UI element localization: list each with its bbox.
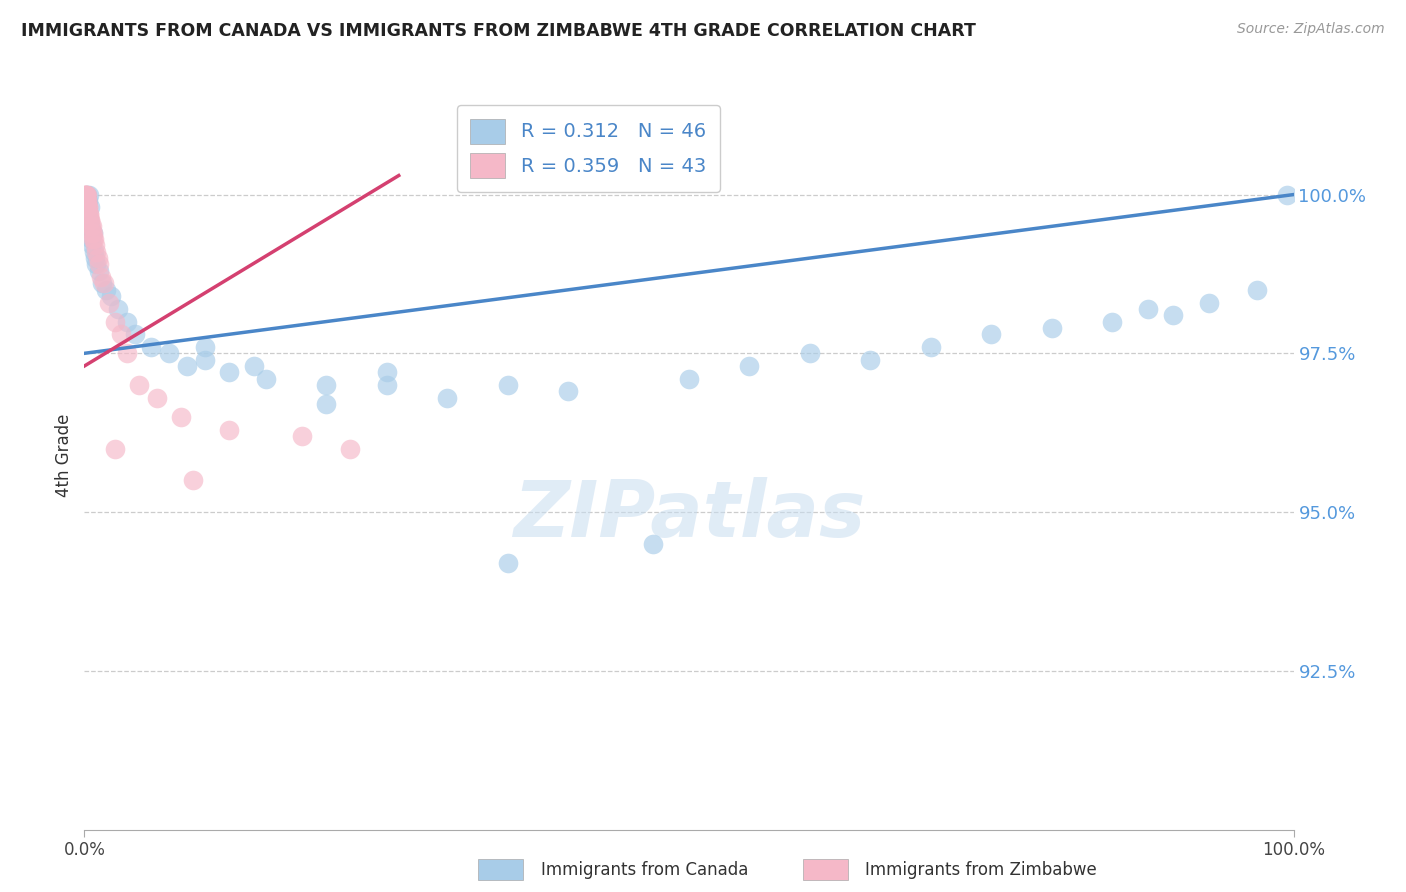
Point [82,226,104,240]
Point [79,200,101,214]
Point [76,187,98,202]
Point [218,365,240,379]
Point [110,327,132,342]
Point [76,206,98,220]
Point [1137,301,1160,316]
Point [194,352,217,367]
Point [73,187,96,202]
Point [181,473,204,487]
Point [75,219,97,234]
Point [77,213,100,227]
Point [77,206,100,220]
Point [104,442,127,456]
Point [104,315,127,329]
Point [157,346,180,360]
Point [107,301,129,316]
Point [254,372,277,386]
Point [100,289,122,303]
Point [678,372,700,386]
Point [75,187,97,202]
Point [84,251,107,265]
Point [641,537,664,551]
Point [80,219,103,234]
Point [115,346,138,360]
Point [339,442,361,456]
Point [76,194,98,208]
Point [1277,187,1299,202]
Point [291,429,314,443]
Point [146,391,169,405]
Point [97,295,120,310]
Point [90,270,112,285]
Point [76,194,98,208]
Text: Immigrants from Canada: Immigrants from Canada [541,861,748,879]
Point [84,238,107,252]
Point [128,378,150,392]
Point [799,346,821,360]
Point [194,340,217,354]
Point [242,359,264,373]
Point [82,226,104,240]
Point [375,378,398,392]
Point [496,378,519,392]
Point [1198,295,1220,310]
Point [170,409,193,424]
Point [86,244,108,259]
Point [86,257,108,271]
Point [77,206,100,220]
Point [79,219,101,234]
Point [82,232,104,246]
Point [83,232,105,246]
Point [77,200,100,214]
Point [77,194,100,208]
Point [557,384,579,399]
Point [82,226,104,240]
Point [79,213,101,227]
Point [86,251,108,265]
Point [1246,283,1268,297]
Point [315,397,337,411]
Point [176,359,198,373]
Text: ZIPatlas: ZIPatlas [513,477,865,553]
Y-axis label: 4th Grade: 4th Grade [55,413,73,497]
Point [124,327,146,342]
Point [315,378,337,392]
Point [1161,308,1184,322]
Point [80,219,103,234]
Point [77,187,100,202]
Point [75,187,97,202]
Text: Source: ZipAtlas.com: Source: ZipAtlas.com [1237,22,1385,37]
Point [738,359,761,373]
Point [76,200,98,214]
Text: Immigrants from Zimbabwe: Immigrants from Zimbabwe [865,861,1097,879]
Legend: R = 0.312   N = 46, R = 0.359   N = 43: R = 0.312 N = 46, R = 0.359 N = 43 [457,105,720,192]
Point [93,277,115,291]
Point [920,340,942,354]
Point [218,423,240,437]
Point [76,187,98,202]
Point [75,200,97,214]
Point [75,187,97,202]
Point [75,187,97,202]
Point [94,283,117,297]
Point [87,257,110,271]
Point [496,556,519,570]
Point [1040,321,1063,335]
Point [115,315,138,329]
Point [87,264,110,278]
Point [139,340,162,354]
Point [436,391,458,405]
Text: IMMIGRANTS FROM CANADA VS IMMIGRANTS FROM ZIMBABWE 4TH GRADE CORRELATION CHART: IMMIGRANTS FROM CANADA VS IMMIGRANTS FRO… [21,22,976,40]
Point [1101,315,1123,329]
Point [79,213,101,227]
Point [980,327,1002,342]
Point [80,232,103,246]
Point [859,352,882,367]
Point [83,244,105,259]
Point [375,365,398,379]
Point [76,200,98,214]
Point [91,277,114,291]
Point [80,238,103,252]
